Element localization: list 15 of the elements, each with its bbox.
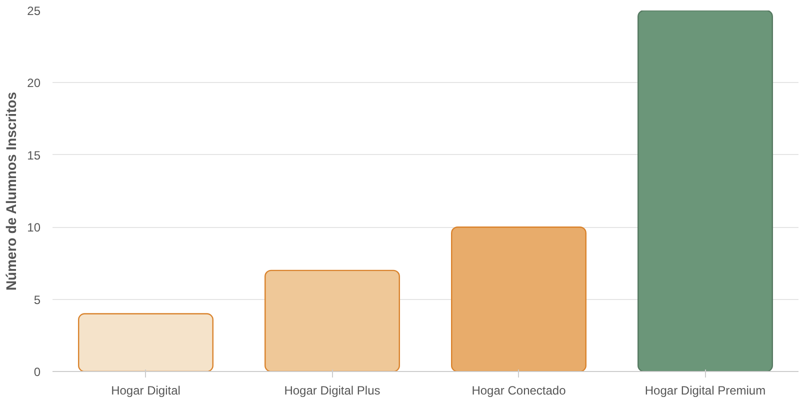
y-tick-label: 20 <box>27 76 41 90</box>
y-axis-title: Número de Alumnos Inscritos <box>3 92 20 291</box>
y-tick-label: 15 <box>27 148 41 162</box>
y-tick-label: 25 <box>27 4 41 18</box>
y-tick-label: 5 <box>34 292 41 307</box>
x-tick-label: Hogar Conectado <box>472 384 566 398</box>
x-tick-label: Hogar Digital <box>111 384 180 398</box>
x-tick-label: Hogar Digital Premium <box>644 384 766 398</box>
bar <box>78 313 214 372</box>
bar <box>638 10 773 372</box>
y-tick-label: 0 <box>34 365 41 379</box>
x-tick-label: Hogar Digital Plus <box>284 384 380 398</box>
bar <box>451 226 586 372</box>
y-tick-label: 10 <box>27 220 41 235</box>
bar <box>264 270 400 372</box>
